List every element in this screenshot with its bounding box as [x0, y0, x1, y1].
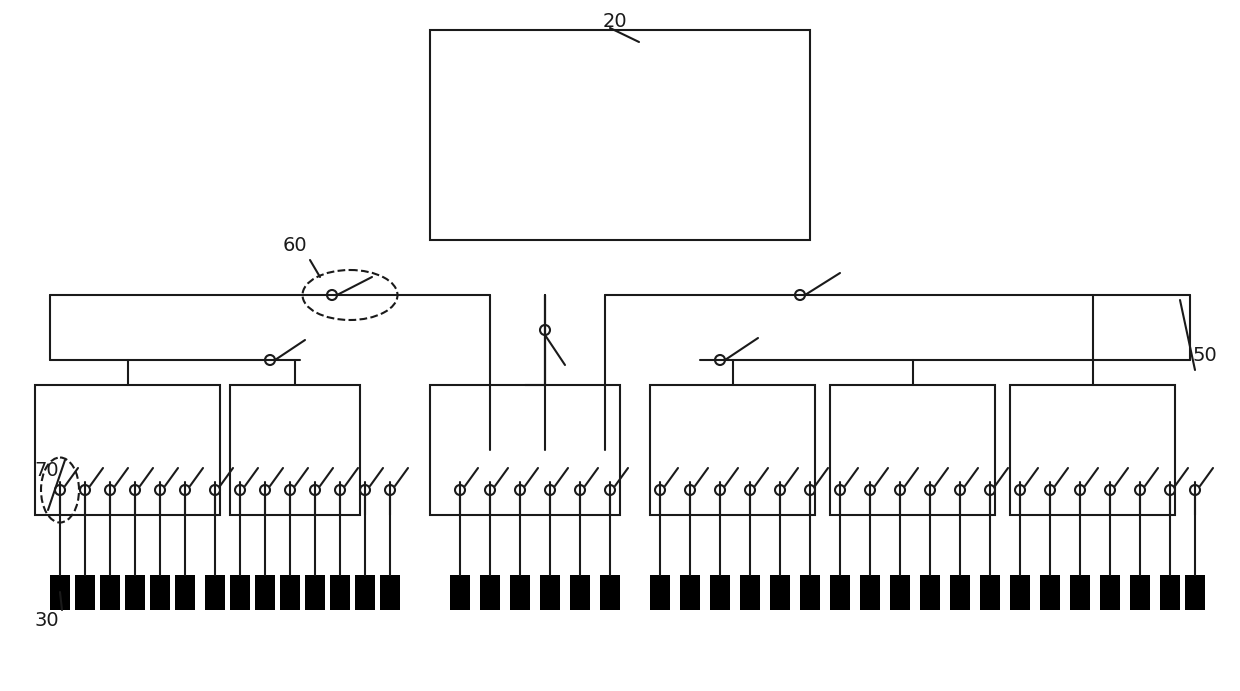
Text: 70: 70 [35, 460, 60, 480]
Bar [1070, 575, 1090, 610]
Bar [150, 575, 170, 610]
Bar [1130, 575, 1149, 610]
Bar [770, 575, 790, 610]
Bar [650, 385, 815, 515]
Bar [800, 575, 820, 610]
Bar [35, 385, 219, 515]
Bar [1011, 575, 1030, 610]
Bar [1040, 575, 1060, 610]
Bar [74, 575, 95, 610]
Text: 50: 50 [1193, 346, 1218, 364]
Bar [430, 385, 620, 515]
Bar [650, 575, 670, 610]
Bar [1185, 575, 1205, 610]
Bar [255, 575, 275, 610]
Bar [229, 385, 360, 515]
Bar [125, 575, 145, 610]
Bar [480, 575, 500, 610]
Bar [100, 575, 120, 610]
Bar [430, 30, 810, 240]
Bar [450, 575, 470, 610]
Bar [830, 385, 994, 515]
Bar [280, 575, 300, 610]
Bar [1159, 575, 1180, 610]
Bar [510, 575, 529, 610]
Bar [50, 575, 69, 610]
Bar [830, 575, 849, 610]
Bar [355, 575, 374, 610]
Bar [861, 575, 880, 610]
Bar [1100, 575, 1120, 610]
Bar [305, 575, 325, 610]
Bar [539, 575, 560, 610]
Bar [950, 575, 970, 610]
Bar [600, 575, 620, 610]
Bar [920, 575, 940, 610]
Text: 60: 60 [283, 236, 308, 254]
Bar [379, 575, 401, 610]
Bar [1011, 385, 1176, 515]
Bar [740, 575, 760, 610]
Bar [890, 575, 910, 610]
Bar [680, 575, 701, 610]
Bar [711, 575, 730, 610]
Bar [570, 575, 590, 610]
Text: 20: 20 [603, 12, 627, 31]
Bar [175, 575, 195, 610]
Bar [980, 575, 999, 610]
Bar [205, 575, 224, 610]
Text: 30: 30 [35, 611, 60, 630]
Bar [229, 575, 250, 610]
Bar [330, 575, 350, 610]
